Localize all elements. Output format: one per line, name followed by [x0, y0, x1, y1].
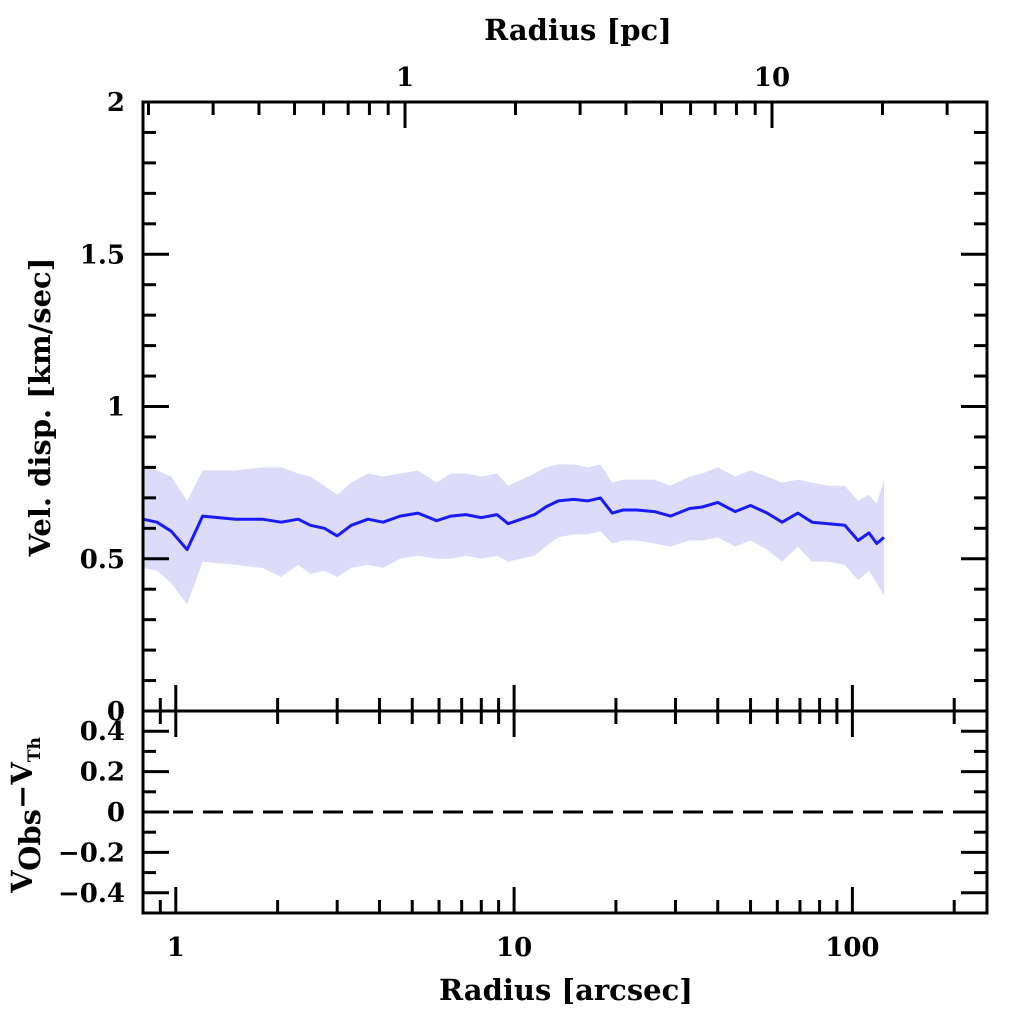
x-tick-label: 1: [167, 933, 185, 963]
y-tick-label: 1.5: [80, 240, 125, 270]
residual-label-v2: V: [5, 762, 39, 786]
residual-panel-ticks: [141, 709, 987, 915]
y-tick-label: 0: [107, 697, 125, 727]
top-panel-tick-labels: 1 10 0 0.5 1 1.5 2: [80, 63, 790, 727]
residual-y-tick-label: 0: [107, 798, 125, 828]
residual-y-axis-title: VObs−VTh: [5, 737, 47, 894]
residual-y-tick-label: 0.4: [80, 717, 125, 747]
top-panel: 1 10 0 0.5 1 1.5 2 Radius [pc] Vel. disp. [km/…: [23, 13, 989, 727]
residual-y-tick-label: −0.4: [58, 879, 125, 909]
y-tick-label: 1: [107, 393, 125, 423]
x-tick-label: 100: [825, 933, 879, 963]
residual-label-v1: V: [5, 870, 39, 894]
y-tick-label: 2: [107, 88, 125, 118]
residual-label-sub1: Obs: [13, 809, 47, 871]
residual-label-minus: −: [5, 785, 39, 809]
residual-panel: 1 10 100 0.4 0.2 0 −0.2 −0.4 Radius [arcsec] VO…: [5, 709, 989, 1007]
top-x-tick-label: 10: [754, 63, 790, 93]
x-tick-label: 10: [496, 933, 532, 963]
residual-y-tick-label: 0.2: [80, 758, 125, 788]
y-tick-label: 0.5: [80, 545, 125, 575]
residual-label-sub2: Th: [25, 737, 45, 762]
top-x-tick-label: 1: [396, 63, 414, 93]
error-band: [143, 464, 884, 605]
top-panel-ticks: [141, 100, 987, 713]
y-axis-title: Vel. disp. [km/sec]: [23, 258, 57, 558]
top-panel-frame: [141, 100, 989, 713]
top-x-axis-title: Radius [pc]: [484, 13, 672, 47]
velocity-dispersion-line: [142, 496, 885, 552]
residual-y-tick-label: −0.2: [58, 838, 125, 868]
x-axis-title: Radius [arcsec]: [439, 973, 693, 1007]
residual-panel-tick-labels: 1 10 100 0.4 0.2 0 −0.2 −0.4: [58, 717, 880, 963]
